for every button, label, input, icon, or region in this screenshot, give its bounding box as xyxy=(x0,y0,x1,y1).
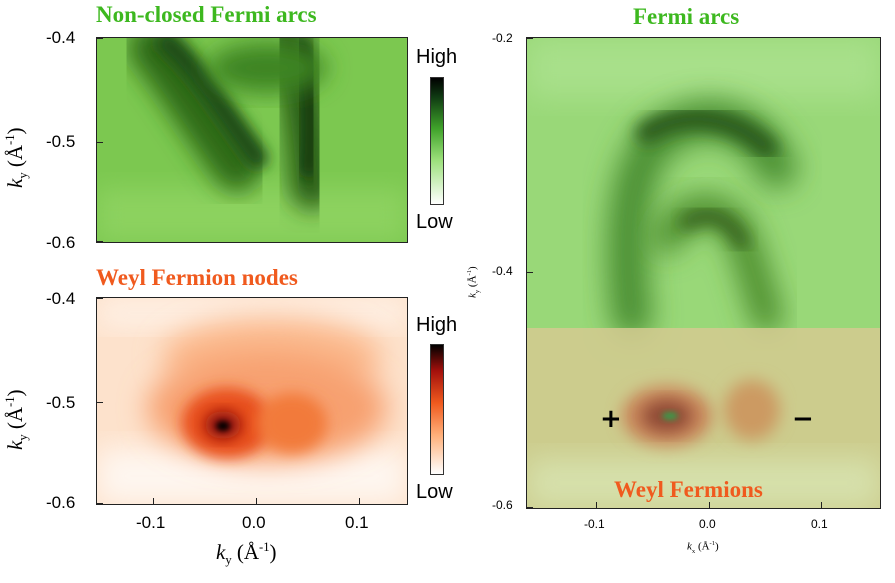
x-axis-sub: y xyxy=(225,553,232,568)
bottom-left-title: Weyl Fermion nodes xyxy=(96,265,298,290)
top-left-ytick-2: -0.5 xyxy=(46,132,76,151)
minus-sign: − xyxy=(792,404,814,434)
right-heatmap xyxy=(526,37,881,509)
bottom-left-x-axis-label: ky (Å-1) xyxy=(216,540,277,568)
y-axis-close: ) xyxy=(466,266,479,270)
plus-sign: + xyxy=(600,404,622,434)
right-xtick-2: 0.0 xyxy=(699,517,716,531)
bottom-left-ytick-2: -0.5 xyxy=(46,393,76,412)
x-axis-unit: (Å xyxy=(231,540,260,564)
right-y-axis-label: ky (Å-1) xyxy=(466,266,481,298)
y-axis-var: k xyxy=(3,440,27,450)
x-axis-unit: (Å xyxy=(695,540,710,553)
y-axis-sup: -1 xyxy=(3,134,17,145)
x-axis-var: k xyxy=(687,540,692,553)
y-axis-unit: (Å xyxy=(466,275,479,290)
top-left-colorbar-low: Low xyxy=(416,211,453,233)
bottom-left-colorbar-low: Low xyxy=(416,481,453,503)
y-axis-close: ) xyxy=(3,389,27,397)
x-axis-sub: x xyxy=(691,547,696,555)
bottom-left-ytick-1: -0.4 xyxy=(46,289,76,308)
right-ytick-2: -0.4 xyxy=(492,264,513,278)
right-ytick-3: -0.6 xyxy=(492,498,513,512)
right-ytick-1: -0.2 xyxy=(492,31,513,45)
y-axis-sup: -1 xyxy=(466,269,473,276)
bottom-left-y-axis-label: ky (Å-1) xyxy=(3,389,31,450)
top-left-ytick-3: -0.6 xyxy=(46,233,76,252)
y-axis-sub: y xyxy=(473,289,481,294)
y-axis-sub: y xyxy=(16,172,31,179)
right-heatmap-image xyxy=(527,38,880,508)
bottom-left-ytick-3: -0.6 xyxy=(46,493,76,512)
right-x-axis-label: kx (Å-1) xyxy=(687,540,719,555)
bottom-left-heatmap-image xyxy=(97,298,407,504)
top-left-title: Non-closed Fermi arcs xyxy=(96,2,317,27)
bottom-left-xtick-3: 0.1 xyxy=(345,513,369,532)
bottom-left-xtick-2: 0.0 xyxy=(242,513,266,532)
top-left-heatmap xyxy=(96,37,408,243)
y-axis-sup: -1 xyxy=(3,396,17,407)
y-axis-var: k xyxy=(3,178,27,188)
right-title: Fermi arcs xyxy=(633,4,740,29)
bottom-left-colorbar xyxy=(430,344,444,475)
y-axis-sub: y xyxy=(16,434,31,441)
right-xtick-1: -0.1 xyxy=(584,517,605,531)
top-left-colorbar xyxy=(430,77,444,205)
y-axis-var: k xyxy=(466,293,479,298)
y-axis-close: ) xyxy=(3,127,27,135)
bottom-left-heatmap xyxy=(96,297,408,505)
top-left-heatmap-image xyxy=(97,38,407,242)
x-axis-sup: -1 xyxy=(709,540,716,547)
right-overlay-label: Weyl Fermions xyxy=(614,477,763,502)
x-axis-var: k xyxy=(216,540,226,564)
x-axis-close: ) xyxy=(715,540,719,553)
y-axis-unit: (Å xyxy=(3,406,27,435)
top-left-colorbar-high: High xyxy=(416,46,458,68)
top-left-y-axis-label: ky (Å-1) xyxy=(3,127,31,188)
bottom-left-xtick-1: -0.1 xyxy=(136,513,166,532)
x-axis-close: ) xyxy=(269,540,277,564)
right-xtick-3: 0.1 xyxy=(811,517,828,531)
x-axis-sup: -1 xyxy=(259,540,270,554)
top-left-ytick-1: -0.4 xyxy=(46,28,76,47)
y-axis-unit: (Å xyxy=(3,144,27,173)
bottom-left-colorbar-high: High xyxy=(416,314,458,336)
